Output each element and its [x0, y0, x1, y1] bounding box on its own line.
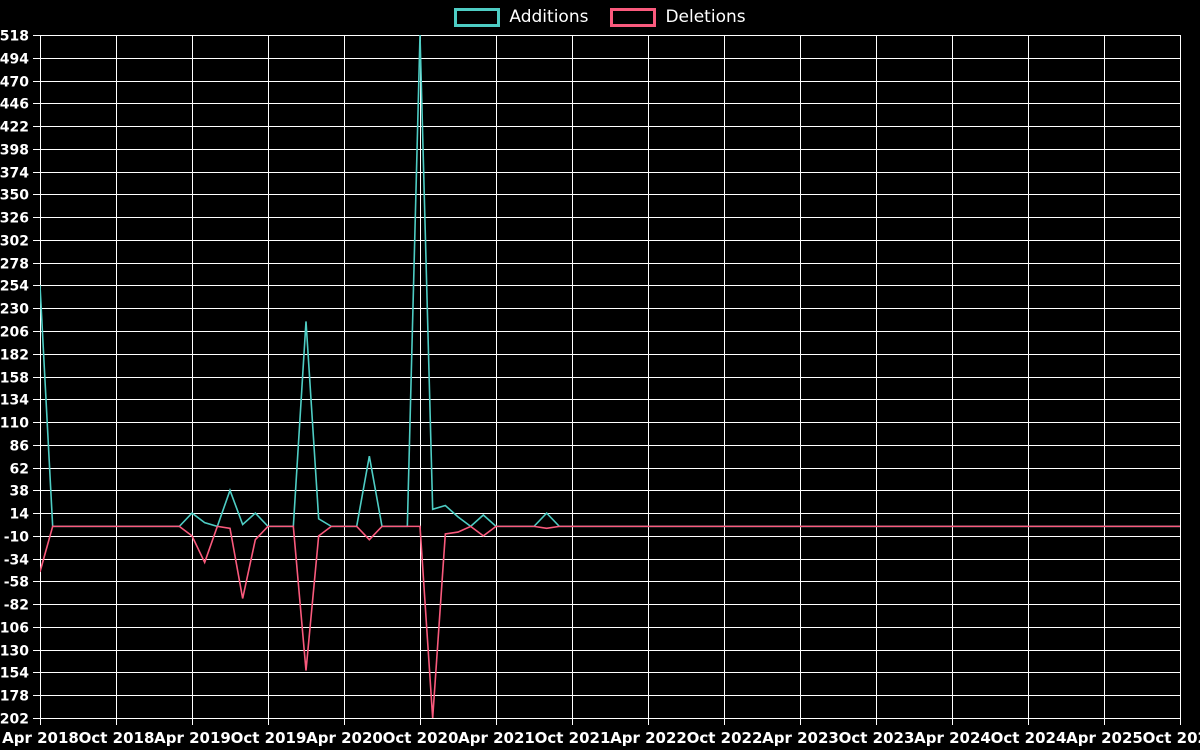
- y-axis-labels: 518 494 470 446 422 398 374 350 326 302 278 254 230 2…: [0, 29, 29, 728]
- y-tick-label: -178: [0, 689, 29, 705]
- legend-label-deletions: Deletions: [665, 6, 746, 27]
- x-tick-label: Oct 2018: [79, 729, 155, 747]
- x-tick-label: Apr 2023: [762, 729, 839, 747]
- x-tick-label: Oct 2021: [535, 729, 611, 747]
- x-tick-label: Oct 2020: [383, 729, 459, 747]
- y-tick-label: 374: [0, 166, 29, 182]
- x-tick-label: Oct 2025: [1143, 729, 1200, 747]
- x-axis-labels: Apr 2018 Oct 2018 Apr 2019 Oct 2019 Apr 2020…: [2, 729, 1200, 747]
- x-tick-label: Oct 2022: [687, 729, 763, 747]
- legend-swatch-deletions-icon: [610, 7, 657, 27]
- y-tick-label: 14: [10, 507, 30, 523]
- legend-label-additions: Additions: [509, 6, 589, 27]
- y-tick-label: 302: [0, 234, 29, 250]
- y-tick-label: 422: [0, 120, 29, 136]
- y-tick-label: -154: [0, 666, 29, 682]
- x-tick-label: Apr 2024: [914, 729, 991, 747]
- y-tick-label: 398: [0, 143, 29, 159]
- y-tick-label: 230: [0, 302, 29, 318]
- y-tick-label: -58: [4, 575, 29, 591]
- grid-lines: [39, 34, 1182, 720]
- y-tick-label: 278: [0, 257, 29, 273]
- y-tick-label: -202: [0, 712, 29, 728]
- x-tick-label: Apr 2025: [1066, 729, 1143, 747]
- y-tick-label: 254: [0, 279, 29, 295]
- y-tick-label: 38: [10, 484, 29, 500]
- tick-marks: [33, 34, 1182, 725]
- legend-swatch-additions-icon: [454, 7, 501, 27]
- y-tick-label: 446: [0, 97, 29, 113]
- x-tick-label: Apr 2019: [154, 729, 231, 747]
- series-line-additions: [40, 35, 1180, 528]
- y-tick-label: 494: [0, 52, 29, 68]
- y-tick-label: 86: [10, 439, 29, 455]
- y-tick-label: 470: [0, 75, 29, 91]
- chart-legend: Additions Deletions: [0, 0, 1200, 34]
- legend-item-deletions[interactable]: Deletions: [610, 6, 746, 27]
- x-tick-label: Oct 2019: [231, 729, 307, 747]
- legend-item-additions[interactable]: Additions: [454, 6, 589, 27]
- y-tick-label: 518: [0, 29, 29, 45]
- y-tick-label: -34: [4, 553, 30, 569]
- x-tick-label: Apr 2022: [610, 729, 687, 747]
- x-tick-label: Apr 2021: [458, 729, 535, 747]
- y-tick-label: -10: [4, 530, 30, 546]
- y-tick-label: 182: [0, 348, 29, 364]
- y-tick-label: -130: [0, 644, 29, 660]
- y-tick-label: 134: [0, 393, 29, 409]
- x-tick-label: Apr 2018: [2, 729, 79, 747]
- series-line-deletions: [40, 525, 1180, 718]
- data-series: [40, 35, 1180, 718]
- y-tick-label: 62: [10, 462, 29, 478]
- x-tick-label: Apr 2020: [306, 729, 383, 747]
- y-tick-label: 326: [0, 211, 29, 227]
- y-tick-label: 350: [0, 188, 29, 204]
- y-tick-label: -106: [0, 621, 29, 637]
- y-tick-label: -82: [4, 598, 29, 614]
- y-tick-label: 158: [0, 371, 29, 387]
- y-tick-label: 206: [0, 325, 29, 341]
- y-tick-label: 110: [0, 416, 29, 432]
- x-tick-label: Oct 2024: [991, 729, 1067, 747]
- x-tick-label: Oct 2023: [839, 729, 915, 747]
